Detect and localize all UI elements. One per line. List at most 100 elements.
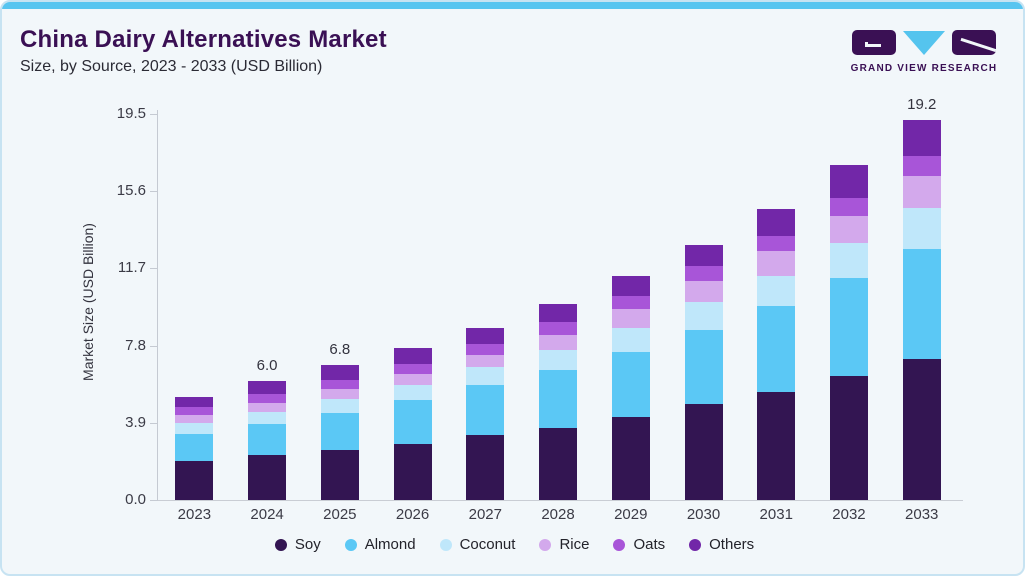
bar-segment-almond-2024 [248,423,287,456]
x-axis-label-2023: 2023 [177,506,212,523]
logo-r-block-icon [952,30,996,55]
bar-segment-rice-2033 [902,176,941,208]
bar-segment-coconut-2032 [829,242,868,279]
bar-segment-others-2026 [393,347,432,364]
bar-segment-oats-2025 [320,379,359,389]
x-axis-label-2033: 2033 [905,506,939,523]
legend-item-coconut: Coconut [439,536,516,553]
bar-segment-soy-2032 [829,376,868,500]
legend-label-rice: Rice [559,536,590,553]
bar-segment-coconut-2030 [684,302,723,330]
legend-item-oats: Oats [613,536,665,553]
bar-segment-coconut-2028 [539,350,578,371]
bar-segment-rice-2032 [829,215,868,243]
y-tick-mark [150,191,158,193]
y-tick-label: 19.5 [116,104,146,122]
x-axis-line [157,500,963,501]
bar-segment-soy-2024 [248,455,287,500]
bar-segment-others-2033 [902,119,941,157]
bar-segment-soy-2025 [320,449,359,500]
legend-label-coconut: Coconut [459,536,516,553]
bar-value-label-2025: 6.8 [329,341,351,359]
grand-view-research-logo: GRAND VIEW RESEARCH [849,30,999,74]
bar-segment-rice-2024 [248,402,287,412]
bar-segment-oats-2028 [539,322,578,335]
legend-item-others: Others [689,536,754,553]
y-tick-label: 0.0 [125,491,146,508]
bar-segment-almond-2026 [393,400,432,444]
bar-segment-oats-2031 [757,235,796,252]
x-axis-label-2025: 2025 [323,506,357,523]
legend-dot-almond [344,538,357,551]
legend-dot-coconut [439,538,452,551]
bar-segment-rice-2025 [320,388,359,400]
legend-label-soy: Soy [294,536,321,553]
bar-segment-soy-2033 [902,359,941,500]
bar-segment-coconut-2023 [175,423,214,434]
bar-segment-soy-2026 [393,443,432,500]
logo-g-block-icon [852,30,896,55]
bar-segment-oats-2032 [829,197,868,216]
bar-2024 [248,381,287,500]
bar-segment-soy-2023 [175,461,214,500]
y-tick-label: 7.8 [125,336,146,354]
accent-strip [2,2,1023,9]
bar-segment-oats-2030 [684,266,723,281]
bar-2027 [466,327,505,500]
legend-dot-others [689,538,702,551]
bar-segment-soy-2030 [684,404,723,500]
y-axis-ticks: 0.0 3.9 7.8 11.7 15.6 19.5 [88,2,146,574]
bar-segment-rice-2026 [393,373,432,386]
bar-segment-oats-2029 [611,295,650,310]
bar-segment-oats-2024 [248,394,287,403]
legend-label-almond: Almond [364,536,416,553]
chart-subtitle: Size, by Source, 2023 - 2033 (USD Billio… [20,58,323,75]
y-tick-label: 11.7 [117,259,146,277]
bar-segment-soy-2029 [611,416,650,500]
bar-2028 [539,304,578,500]
bar-slot-2031 [740,2,813,500]
bar-value-label-2033: 19.2 [907,95,937,113]
x-axis-label-2029: 2029 [614,506,648,523]
bar-segment-coconut-2024 [248,411,287,424]
bar-slot-2026 [376,2,449,500]
logo-shapes [849,30,999,56]
bar-slot-2025: 6.8 [303,2,376,500]
bar-segment-others-2029 [611,276,650,296]
bar-segment-almond-2031 [757,306,796,393]
bar-segment-rice-2030 [684,280,723,303]
y-tick-mark [150,268,158,270]
y-tick-mark [150,345,158,347]
legend-dot-soy [274,538,287,551]
bar-segment-others-2023 [175,397,214,408]
x-axis-label-2028: 2028 [541,506,575,523]
bar-2029 [611,276,650,500]
bar-segment-rice-2023 [175,415,214,424]
bar-slot-2027 [449,2,522,500]
bar-segment-almond-2030 [684,329,723,404]
bar-segment-almond-2023 [175,433,214,462]
bar-segment-oats-2033 [902,156,941,177]
logo-caption: GRAND VIEW RESEARCH [850,63,998,74]
bar-2033 [902,119,941,500]
bar-segment-coconut-2027 [466,367,505,386]
x-axis-label-2024: 2024 [250,506,284,523]
bar-segment-coconut-2026 [393,385,432,401]
legend-dot-rice [539,538,552,551]
y-tick-mark [150,422,158,424]
bar-segment-almond-2032 [829,278,868,377]
plot-area: 6.0 6.8 19.2 [158,2,958,500]
x-axis-label-2031: 2031 [759,506,793,523]
bar-segment-rice-2027 [466,355,505,368]
bar-segment-others-2031 [757,209,796,236]
bar-2031 [757,209,796,500]
bar-segment-almond-2029 [611,352,650,417]
bar-segment-rice-2029 [611,309,650,329]
bar-segment-others-2032 [829,165,868,198]
x-axis-label-2027: 2027 [468,506,502,523]
bar-slot-2033: 19.2 [885,2,958,500]
logo-v-triangle-icon [903,31,945,55]
bar-slot-2029 [594,2,667,500]
bar-segment-oats-2023 [175,407,214,416]
